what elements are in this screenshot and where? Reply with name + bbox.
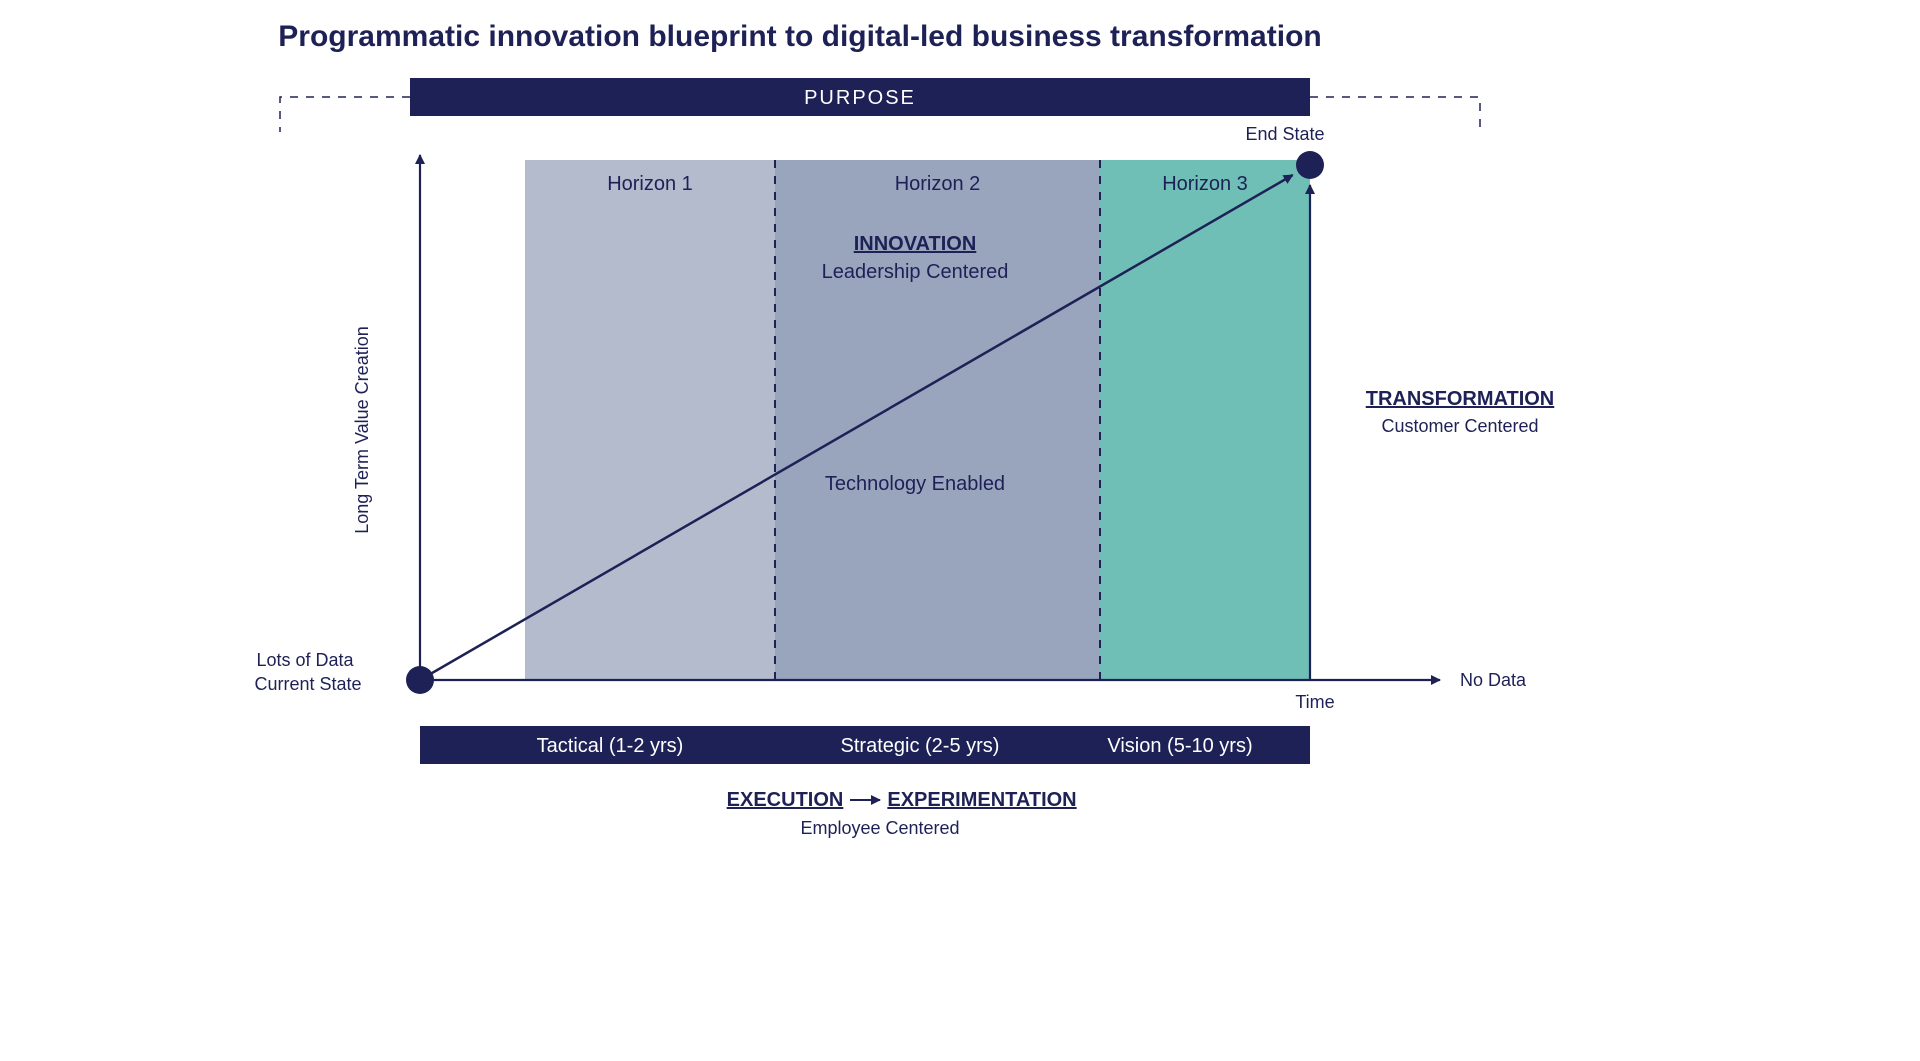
center-label-innovation_title: INNOVATION bbox=[854, 233, 977, 255]
center-label-innovation_sub: Leadership Centered bbox=[822, 261, 1009, 283]
end-state-label: End State bbox=[1245, 124, 1324, 144]
center-label-tech_enabled: Technology Enabled bbox=[825, 473, 1005, 495]
transformation-title: TRANSFORMATION bbox=[1366, 388, 1555, 410]
y-axis-label: Long Term Value Creation bbox=[352, 326, 372, 533]
footer-execution: EXECUTION bbox=[727, 789, 844, 811]
start-label-state: Current State bbox=[254, 674, 361, 694]
main-title: Programmatic innovation blueprint to dig… bbox=[278, 20, 1321, 53]
footer-experimentation: EXPERIMENTATION bbox=[887, 789, 1076, 811]
horizon-label-1: Horizon 1 bbox=[607, 173, 693, 195]
timeframe-segment-2: Strategic (2-5 yrs) bbox=[841, 735, 1000, 757]
timeframe-segment-1: Tactical (1-2 yrs) bbox=[537, 735, 684, 757]
end-state-dot bbox=[1296, 151, 1324, 179]
no-data-label: No Data bbox=[1460, 670, 1527, 690]
timeframe-segment-3: Vision (5-10 yrs) bbox=[1107, 735, 1252, 757]
start-state-dot bbox=[406, 666, 434, 694]
x-axis-label: Time bbox=[1295, 692, 1334, 712]
horizon-band-1 bbox=[525, 160, 775, 680]
footer-employee-centered: Employee Centered bbox=[800, 818, 959, 838]
start-label-data: Lots of Data bbox=[256, 650, 354, 670]
horizon-band-3 bbox=[1100, 160, 1310, 680]
horizon-label-3: Horizon 3 bbox=[1162, 173, 1248, 195]
transformation-sub: Customer Centered bbox=[1381, 416, 1538, 436]
purpose-label: PURPOSE bbox=[804, 87, 916, 109]
horizon-label-2: Horizon 2 bbox=[895, 173, 981, 195]
